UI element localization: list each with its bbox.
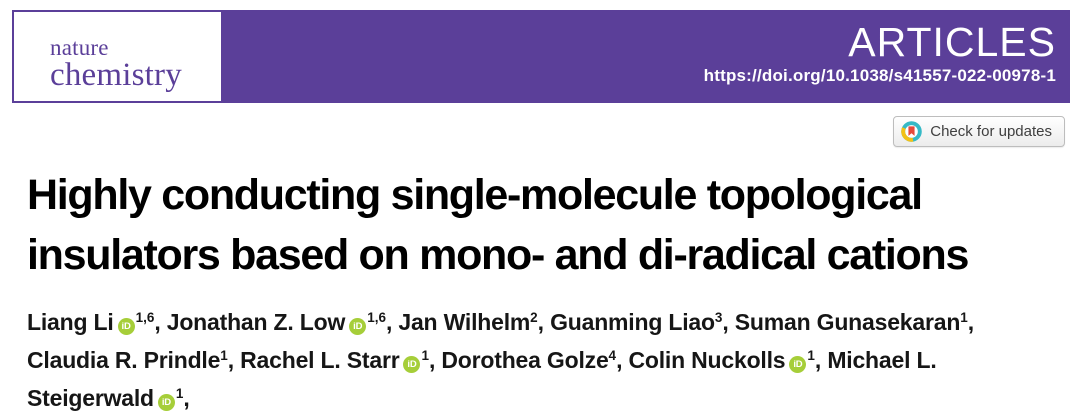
author-separator: , bbox=[227, 347, 241, 373]
doi-link[interactable]: https://doi.org/10.1038/s41557-022-00978… bbox=[703, 66, 1056, 85]
author-lines: Liang Li iD1,6, Jonathan Z. Low iD1,6, Jan… bbox=[27, 305, 1050, 413]
author-name: Guanming Liao bbox=[550, 309, 715, 335]
orcid-icon[interactable]: iD bbox=[117, 318, 135, 335]
author-name: Suman Gunasekaran bbox=[734, 309, 961, 335]
author-name: Colin Nuckolls bbox=[628, 347, 786, 373]
author-line: Claudia R. Prindle1, Rachel L. Starr iD1,… bbox=[27, 343, 1050, 413]
author-separator: , bbox=[183, 385, 190, 411]
badge-row: Check for updates bbox=[0, 116, 1065, 147]
author-name: Jonathan Z. Low bbox=[166, 309, 346, 335]
author-affiliation-superscript: 1 bbox=[175, 386, 184, 401]
author-separator: , bbox=[967, 309, 974, 335]
logo-chemistry-text: chemistry bbox=[50, 57, 182, 93]
banner-right: ARTICLES https://doi.org/10.1038/s41557-… bbox=[223, 10, 1070, 103]
orcid-icon[interactable]: iD bbox=[789, 356, 807, 373]
author-affiliation-superscript: 1 bbox=[960, 310, 968, 325]
author-name: Dorothea Golze bbox=[441, 347, 609, 373]
author-separator: , bbox=[154, 309, 167, 335]
author-affiliation-superscript: 1,6 bbox=[135, 310, 155, 325]
author-affiliation-superscript: 1 bbox=[421, 348, 429, 363]
author-name: Jan Wilhelm bbox=[398, 309, 531, 335]
orcid-icon[interactable]: iD bbox=[403, 356, 421, 373]
author-separator: , bbox=[616, 347, 629, 373]
author-affiliation-superscript: 1 bbox=[807, 348, 815, 363]
logo-nature-text: nature bbox=[50, 35, 109, 60]
author-affiliation-superscript: 1 bbox=[220, 348, 228, 363]
orcid-icon[interactable]: iD bbox=[349, 318, 367, 335]
author-name: Liang Li bbox=[27, 309, 114, 335]
article-title-line-2: insulators based on mono- and di-radical… bbox=[27, 231, 969, 279]
author-affiliation-superscript: 4 bbox=[608, 348, 617, 363]
author-separator: , bbox=[722, 309, 735, 335]
check-for-updates-badge[interactable]: Check for updates bbox=[893, 116, 1065, 147]
author-separator: , bbox=[814, 347, 828, 373]
author-separator: , bbox=[537, 309, 551, 335]
check-for-updates-label: Check for updates bbox=[930, 123, 1052, 140]
journal-banner: nature chemistry ARTICLES https://doi.or… bbox=[12, 10, 1070, 103]
author-affiliation-superscript: 2 bbox=[530, 310, 538, 325]
orcid-icon[interactable]: iD bbox=[157, 394, 175, 411]
author-name: Michael L. Steigerwald bbox=[27, 347, 937, 411]
author-affiliation-superscript: 3 bbox=[714, 310, 723, 325]
author-line: Liang Li iD1,6, Jonathan Z. Low iD1,6, Jan… bbox=[27, 305, 1050, 343]
author-name: Rachel L. Starr bbox=[240, 347, 400, 373]
author-separator: , bbox=[385, 309, 399, 335]
crossmark-icon bbox=[901, 121, 923, 142]
author-separator: , bbox=[428, 347, 442, 373]
article-title-line-1: Highly conducting single-molecule topolo… bbox=[27, 171, 923, 219]
section-label: ARTICLES bbox=[848, 19, 1056, 65]
article-title: Highly conducting single-molecule topolo… bbox=[27, 165, 1080, 285]
nature-chemistry-logo[interactable]: nature chemistry bbox=[12, 10, 223, 103]
author-name: Claudia R. Prindle bbox=[27, 347, 221, 373]
author-affiliation-superscript: 1,6 bbox=[367, 310, 386, 325]
